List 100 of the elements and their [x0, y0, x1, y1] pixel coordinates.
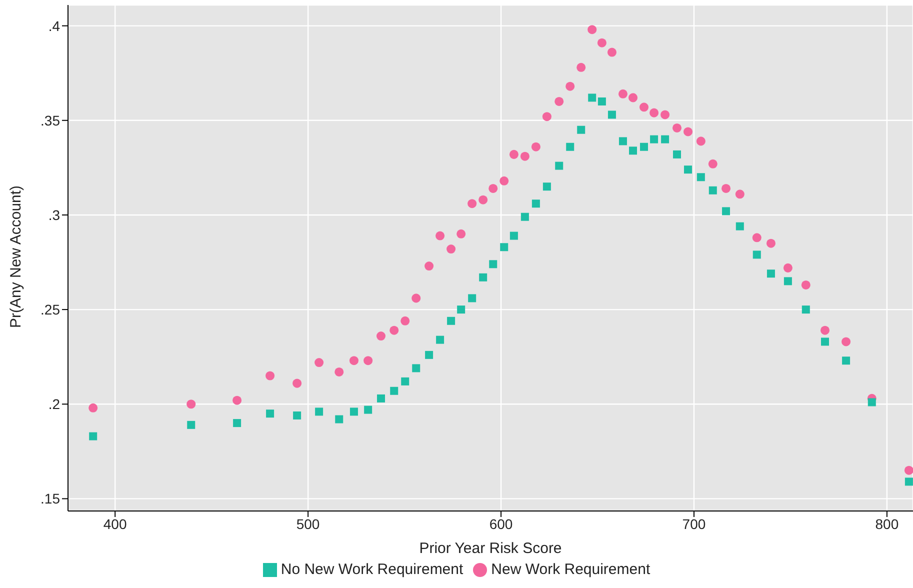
point — [842, 356, 850, 365]
point — [708, 159, 718, 168]
point — [532, 200, 540, 208]
point — [650, 108, 659, 118]
point — [376, 394, 385, 402]
point — [89, 432, 98, 440]
point — [820, 326, 830, 335]
y-axis-title: Pr(Any New Account) — [7, 185, 24, 328]
point — [673, 150, 681, 158]
y-tick-label: .15 — [40, 490, 60, 507]
point — [457, 306, 466, 314]
x-tick-label: 700 — [682, 516, 706, 532]
point — [364, 356, 373, 366]
point — [88, 403, 98, 412]
x-tick-label: 600 — [489, 516, 513, 532]
point — [401, 377, 410, 386]
x-tick-label: 800 — [875, 516, 899, 532]
point — [334, 367, 344, 376]
point — [766, 238, 776, 248]
point — [696, 136, 706, 146]
point — [436, 231, 445, 240]
point — [618, 89, 628, 98]
point — [598, 97, 606, 106]
point — [555, 162, 564, 170]
point — [266, 410, 274, 418]
point — [736, 222, 744, 230]
point — [412, 294, 421, 303]
point — [577, 126, 586, 134]
point — [349, 356, 358, 366]
point — [661, 135, 670, 144]
point — [520, 212, 529, 221]
point — [314, 358, 324, 368]
point — [542, 112, 552, 122]
point — [597, 38, 606, 48]
point — [520, 152, 530, 161]
point — [390, 326, 399, 335]
point — [588, 25, 597, 34]
point — [684, 166, 692, 174]
point — [650, 135, 658, 144]
point — [607, 48, 616, 57]
point — [509, 150, 518, 159]
point — [904, 466, 913, 475]
point — [722, 207, 730, 216]
point — [554, 96, 564, 106]
point — [500, 176, 509, 186]
point — [479, 273, 488, 282]
point — [468, 199, 477, 208]
point — [446, 244, 456, 254]
point — [292, 378, 302, 388]
point — [315, 408, 324, 416]
point — [784, 277, 792, 286]
point — [783, 263, 792, 272]
point — [233, 419, 242, 428]
point — [842, 337, 851, 346]
point — [752, 250, 761, 259]
point — [447, 316, 456, 325]
point — [489, 260, 498, 268]
point — [576, 62, 586, 72]
point — [412, 364, 420, 372]
point — [566, 142, 574, 151]
point — [708, 186, 717, 194]
point — [436, 336, 444, 344]
point — [629, 146, 638, 155]
point — [531, 142, 540, 152]
point — [335, 415, 344, 424]
point — [801, 280, 810, 290]
legend-label: No New Work Requirement — [280, 561, 464, 578]
point — [488, 184, 498, 193]
y-tick-label: .35 — [40, 112, 60, 128]
legend-label: New Work Requirement — [491, 561, 650, 578]
x-tick-label: 500 — [296, 516, 320, 532]
point — [696, 173, 705, 182]
point — [821, 338, 830, 346]
point — [424, 262, 434, 271]
point — [542, 182, 551, 191]
point — [425, 350, 434, 359]
point — [400, 316, 410, 326]
point — [683, 127, 693, 136]
point — [186, 400, 196, 409]
point — [735, 190, 744, 199]
point — [904, 478, 913, 486]
point — [766, 270, 775, 278]
point — [672, 123, 682, 132]
point — [618, 137, 627, 146]
point — [500, 243, 508, 252]
point — [608, 110, 616, 119]
point — [390, 386, 398, 395]
point — [868, 398, 876, 406]
x-tick-label: 400 — [103, 516, 127, 532]
point — [722, 184, 731, 193]
point — [456, 229, 466, 238]
point — [588, 94, 596, 102]
y-tick-label: .4 — [48, 18, 60, 34]
point — [640, 142, 648, 151]
point — [566, 82, 575, 91]
point — [232, 396, 242, 405]
x-axis-title: Prior Year Risk Score — [419, 540, 562, 557]
point — [350, 408, 358, 416]
point — [266, 371, 275, 380]
point — [802, 306, 810, 314]
